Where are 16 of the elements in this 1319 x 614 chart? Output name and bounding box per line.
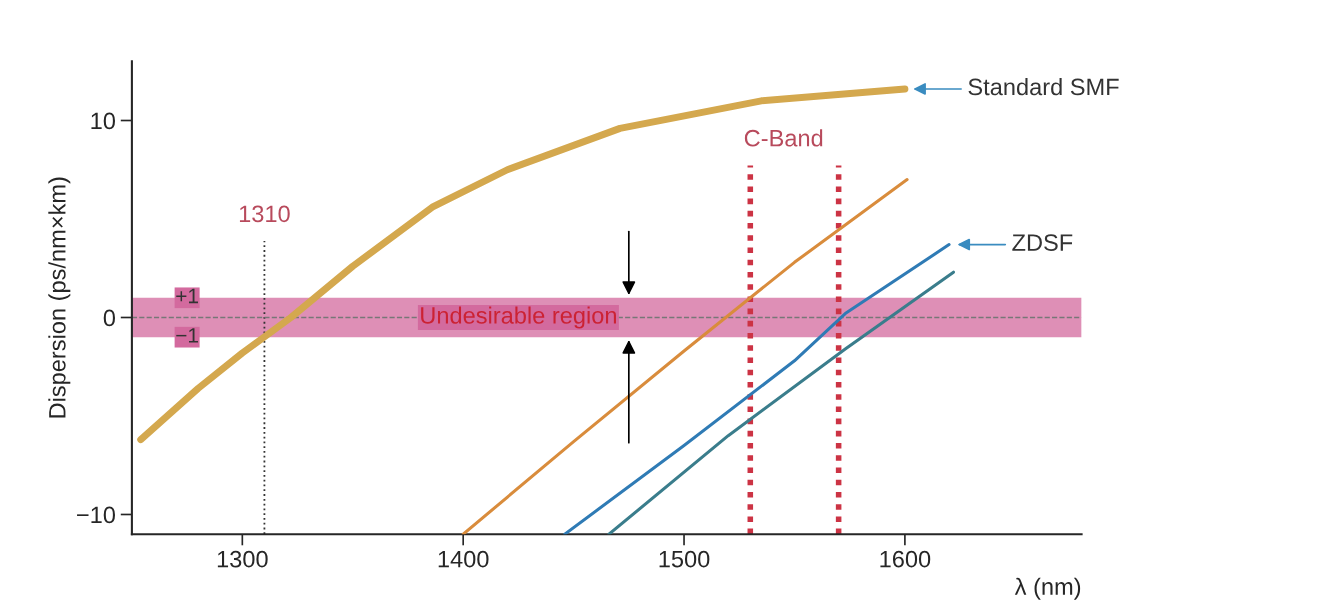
- band-label: Undesirable region: [421, 306, 616, 329]
- annotation: +1: [176, 288, 198, 304]
- annotation: −1: [176, 328, 198, 343]
- ref-line-label: C-Band: [744, 129, 823, 147]
- y-tick-label: 0: [103, 309, 116, 327]
- y-tick-label: 10: [91, 112, 116, 130]
- text: Standard SMF: [968, 77, 1119, 96]
- x-axis-title: λ (nm): [1014, 577, 1081, 600]
- ref-line-label: 1310: [239, 205, 290, 223]
- y-tick-label: −10: [77, 506, 116, 524]
- text: ZDSF: [1012, 234, 1073, 251]
- y-axis-title: Dispersion (ps/nm×km): [48, 177, 71, 418]
- x-tick-label: 1400: [438, 550, 489, 568]
- x-tick-label: 1300: [217, 550, 268, 568]
- x-tick-label: 1500: [659, 550, 710, 568]
- x-tick-label: 1600: [880, 550, 931, 568]
